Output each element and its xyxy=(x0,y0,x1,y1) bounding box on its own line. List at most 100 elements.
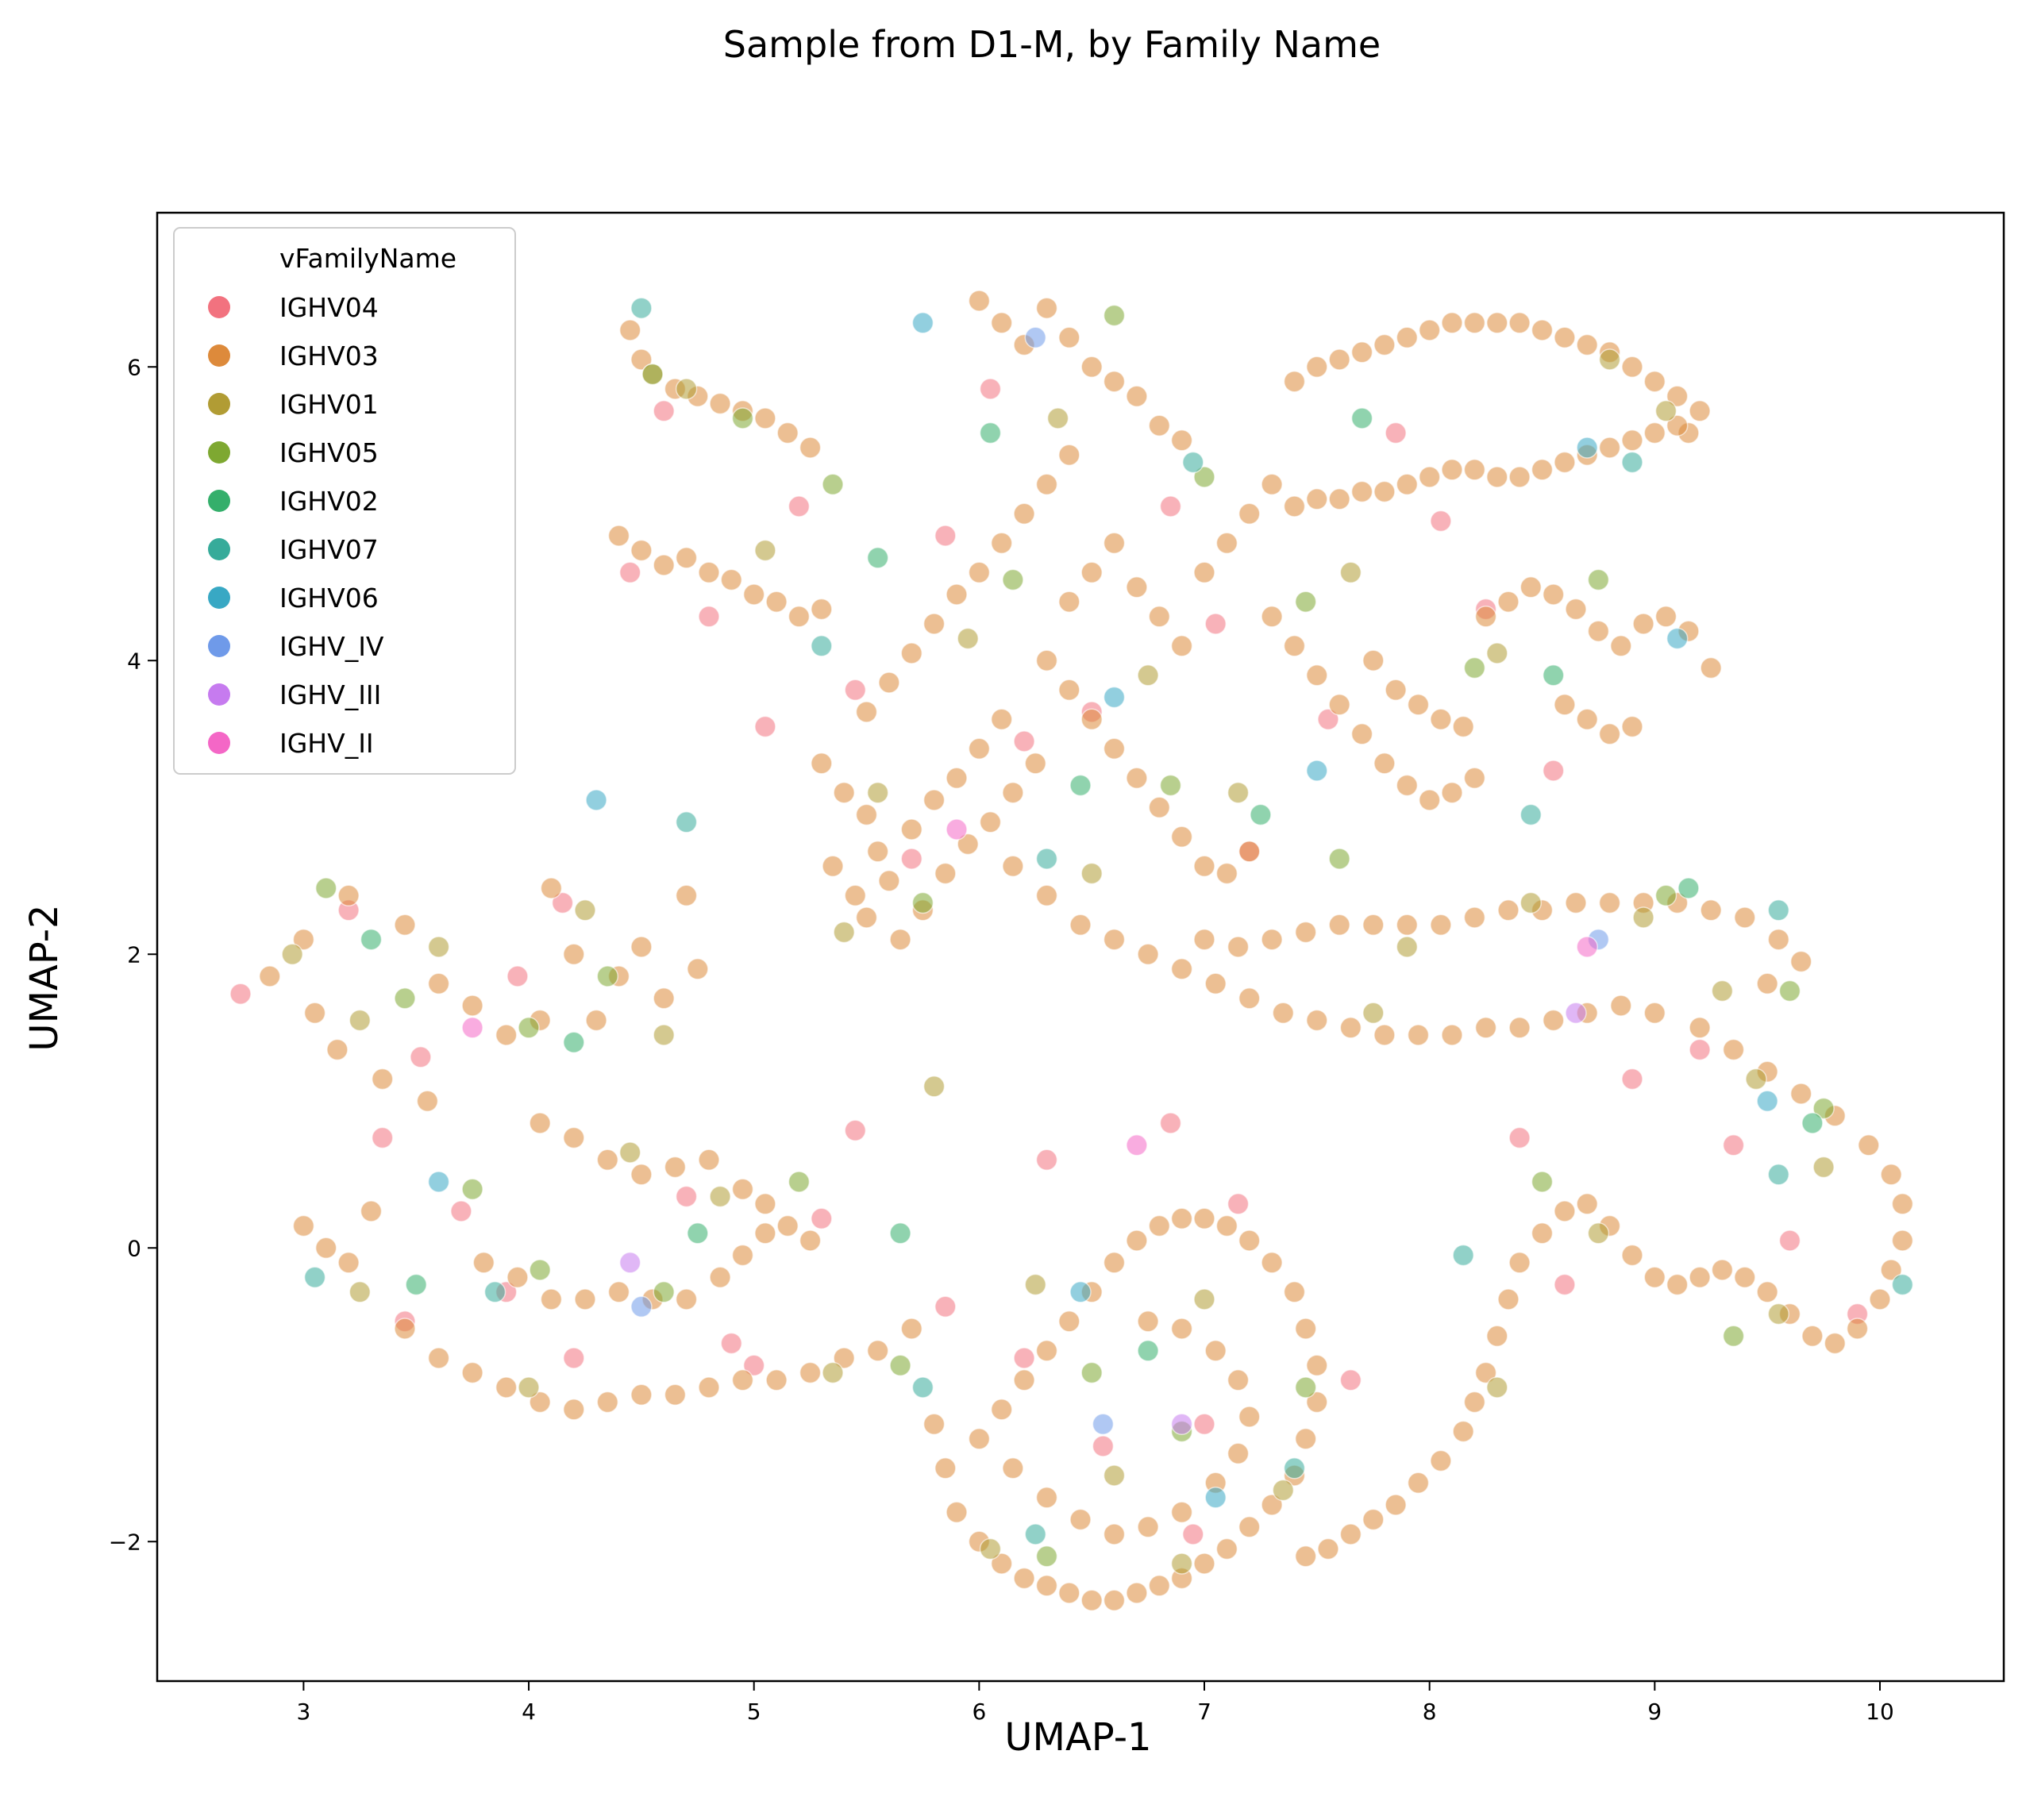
data-point xyxy=(1035,1487,1058,1509)
legend-marker xyxy=(208,538,230,560)
data-point xyxy=(1396,473,1419,496)
data-point xyxy=(1767,899,1790,922)
data-point xyxy=(574,899,596,922)
data-point xyxy=(1598,348,1621,371)
data-point xyxy=(1204,1487,1227,1509)
data-point xyxy=(1880,1259,1902,1281)
data-point xyxy=(946,1501,968,1524)
data-point xyxy=(866,547,889,569)
data-point xyxy=(371,1126,394,1149)
data-point xyxy=(1283,495,1306,518)
data-point xyxy=(1756,1090,1778,1113)
data-point xyxy=(653,400,675,422)
data-point xyxy=(1283,1457,1306,1479)
data-point xyxy=(1182,1523,1204,1545)
data-point xyxy=(1294,921,1317,944)
data-point xyxy=(1002,855,1024,878)
data-point xyxy=(1654,400,1677,422)
data-point xyxy=(1643,421,1666,444)
data-point xyxy=(1193,1413,1215,1436)
data-point xyxy=(427,936,450,958)
data-point xyxy=(855,803,878,826)
scatter-points xyxy=(229,290,1914,1612)
data-point xyxy=(1170,429,1193,452)
data-point xyxy=(968,290,991,312)
x-axis-ticks: 3 4 5 6 7 8 9 10 xyxy=(296,1681,1894,1725)
data-point xyxy=(1587,568,1610,591)
data-point xyxy=(618,1252,641,1274)
data-point xyxy=(518,1017,540,1039)
data-point xyxy=(1880,1164,1902,1186)
data-point xyxy=(1621,715,1643,738)
data-point xyxy=(1452,715,1474,738)
data-point xyxy=(1700,656,1722,679)
data-point xyxy=(1261,606,1283,628)
data-point xyxy=(1103,1523,1126,1545)
data-point xyxy=(1463,459,1486,481)
data-point xyxy=(1441,459,1463,481)
data-point xyxy=(607,1281,630,1303)
data-point xyxy=(1385,421,1407,444)
data-point xyxy=(1373,752,1396,775)
data-point xyxy=(866,1340,889,1362)
data-point xyxy=(1193,466,1215,488)
data-point xyxy=(1396,936,1419,958)
data-point xyxy=(472,1252,495,1274)
data-point xyxy=(979,1537,1002,1560)
data-point xyxy=(1227,1442,1250,1465)
data-point xyxy=(698,1376,720,1399)
legend-marker xyxy=(208,296,230,318)
data-point xyxy=(1711,1259,1734,1281)
data-point xyxy=(731,1369,754,1391)
data-point xyxy=(675,547,698,569)
data-point xyxy=(889,1222,911,1245)
legend-marker xyxy=(208,732,230,754)
data-point xyxy=(1013,502,1035,525)
data-point xyxy=(540,1288,563,1310)
data-point xyxy=(461,995,483,1017)
data-point xyxy=(529,1112,551,1134)
data-point xyxy=(1294,1318,1317,1340)
data-point xyxy=(934,525,957,547)
legend-label: IGHV_II xyxy=(279,728,374,759)
data-point xyxy=(281,943,303,966)
data-point xyxy=(1598,723,1621,745)
data-point xyxy=(1486,1376,1508,1399)
data-point xyxy=(1677,877,1700,899)
data-point xyxy=(618,561,641,584)
data-point xyxy=(979,378,1002,400)
data-point xyxy=(911,312,934,334)
data-point xyxy=(1215,1537,1238,1560)
data-point xyxy=(618,319,641,341)
data-point xyxy=(529,1259,551,1281)
data-point xyxy=(495,1376,518,1399)
data-point xyxy=(1396,326,1419,349)
data-point xyxy=(1215,862,1238,885)
data-point xyxy=(1643,370,1666,393)
data-point xyxy=(934,862,957,885)
data-point xyxy=(653,1281,675,1303)
data-point xyxy=(1272,1479,1295,1502)
data-point xyxy=(461,1361,483,1384)
data-point xyxy=(675,1288,698,1310)
data-point xyxy=(1339,1369,1362,1391)
data-point xyxy=(653,1024,675,1046)
data-point xyxy=(1689,1017,1711,1039)
data-point xyxy=(540,877,563,899)
data-point xyxy=(1486,312,1508,334)
data-point xyxy=(1430,510,1452,533)
x-tick-label: 6 xyxy=(972,1699,986,1725)
data-point xyxy=(1554,694,1576,716)
data-point xyxy=(1058,1310,1080,1333)
data-point xyxy=(1858,1134,1880,1156)
data-point xyxy=(1767,1302,1790,1326)
data-point xyxy=(1520,576,1543,598)
data-point xyxy=(844,679,867,702)
data-point xyxy=(1126,576,1148,598)
data-point xyxy=(1407,694,1430,716)
data-point xyxy=(1891,1229,1914,1252)
data-point xyxy=(1238,502,1261,525)
data-point xyxy=(911,1376,934,1399)
data-point xyxy=(1722,1038,1745,1061)
